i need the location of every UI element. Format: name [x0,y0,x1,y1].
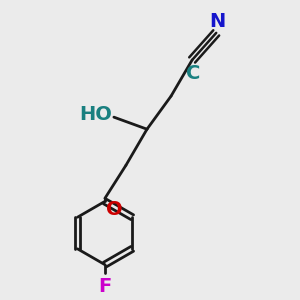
Text: F: F [98,277,112,296]
Text: N: N [210,12,226,32]
Text: C: C [187,64,201,83]
Text: O: O [106,200,123,219]
Text: HO: HO [80,105,112,124]
